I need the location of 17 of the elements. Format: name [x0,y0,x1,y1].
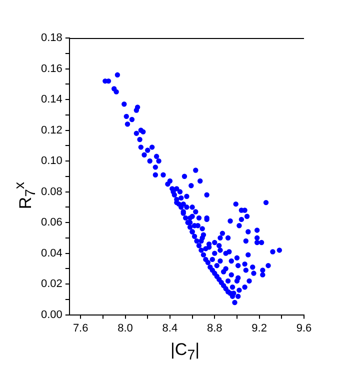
y-tick-label: 0.18 [40,32,62,44]
y-tick-label: 0.14 [40,94,62,106]
x-tick-label: 7.6 [72,322,88,334]
y-tick-label: 0.04 [40,247,62,260]
x-tick-label: 8.4 [162,322,178,334]
x-tick-label: 8.8 [206,322,222,334]
y-tick-label: 0.10 [40,155,62,168]
y-tick-label: 0.08 [40,186,62,198]
y-tick-label: 0.02 [40,278,62,290]
x-axis-title: |C$_{7}$| [170,340,200,364]
x-tick-label: 9.2 [252,322,267,334]
y-tick-label: 0.00 [40,308,62,321]
y-tick-label: 0.06 [40,216,62,229]
y-tick-label: 0.16 [40,62,62,75]
x-tick-label: 8.0 [118,322,133,334]
x-tick-label: 9.6 [296,322,312,334]
y-tick-label: 0.12 [40,124,62,136]
